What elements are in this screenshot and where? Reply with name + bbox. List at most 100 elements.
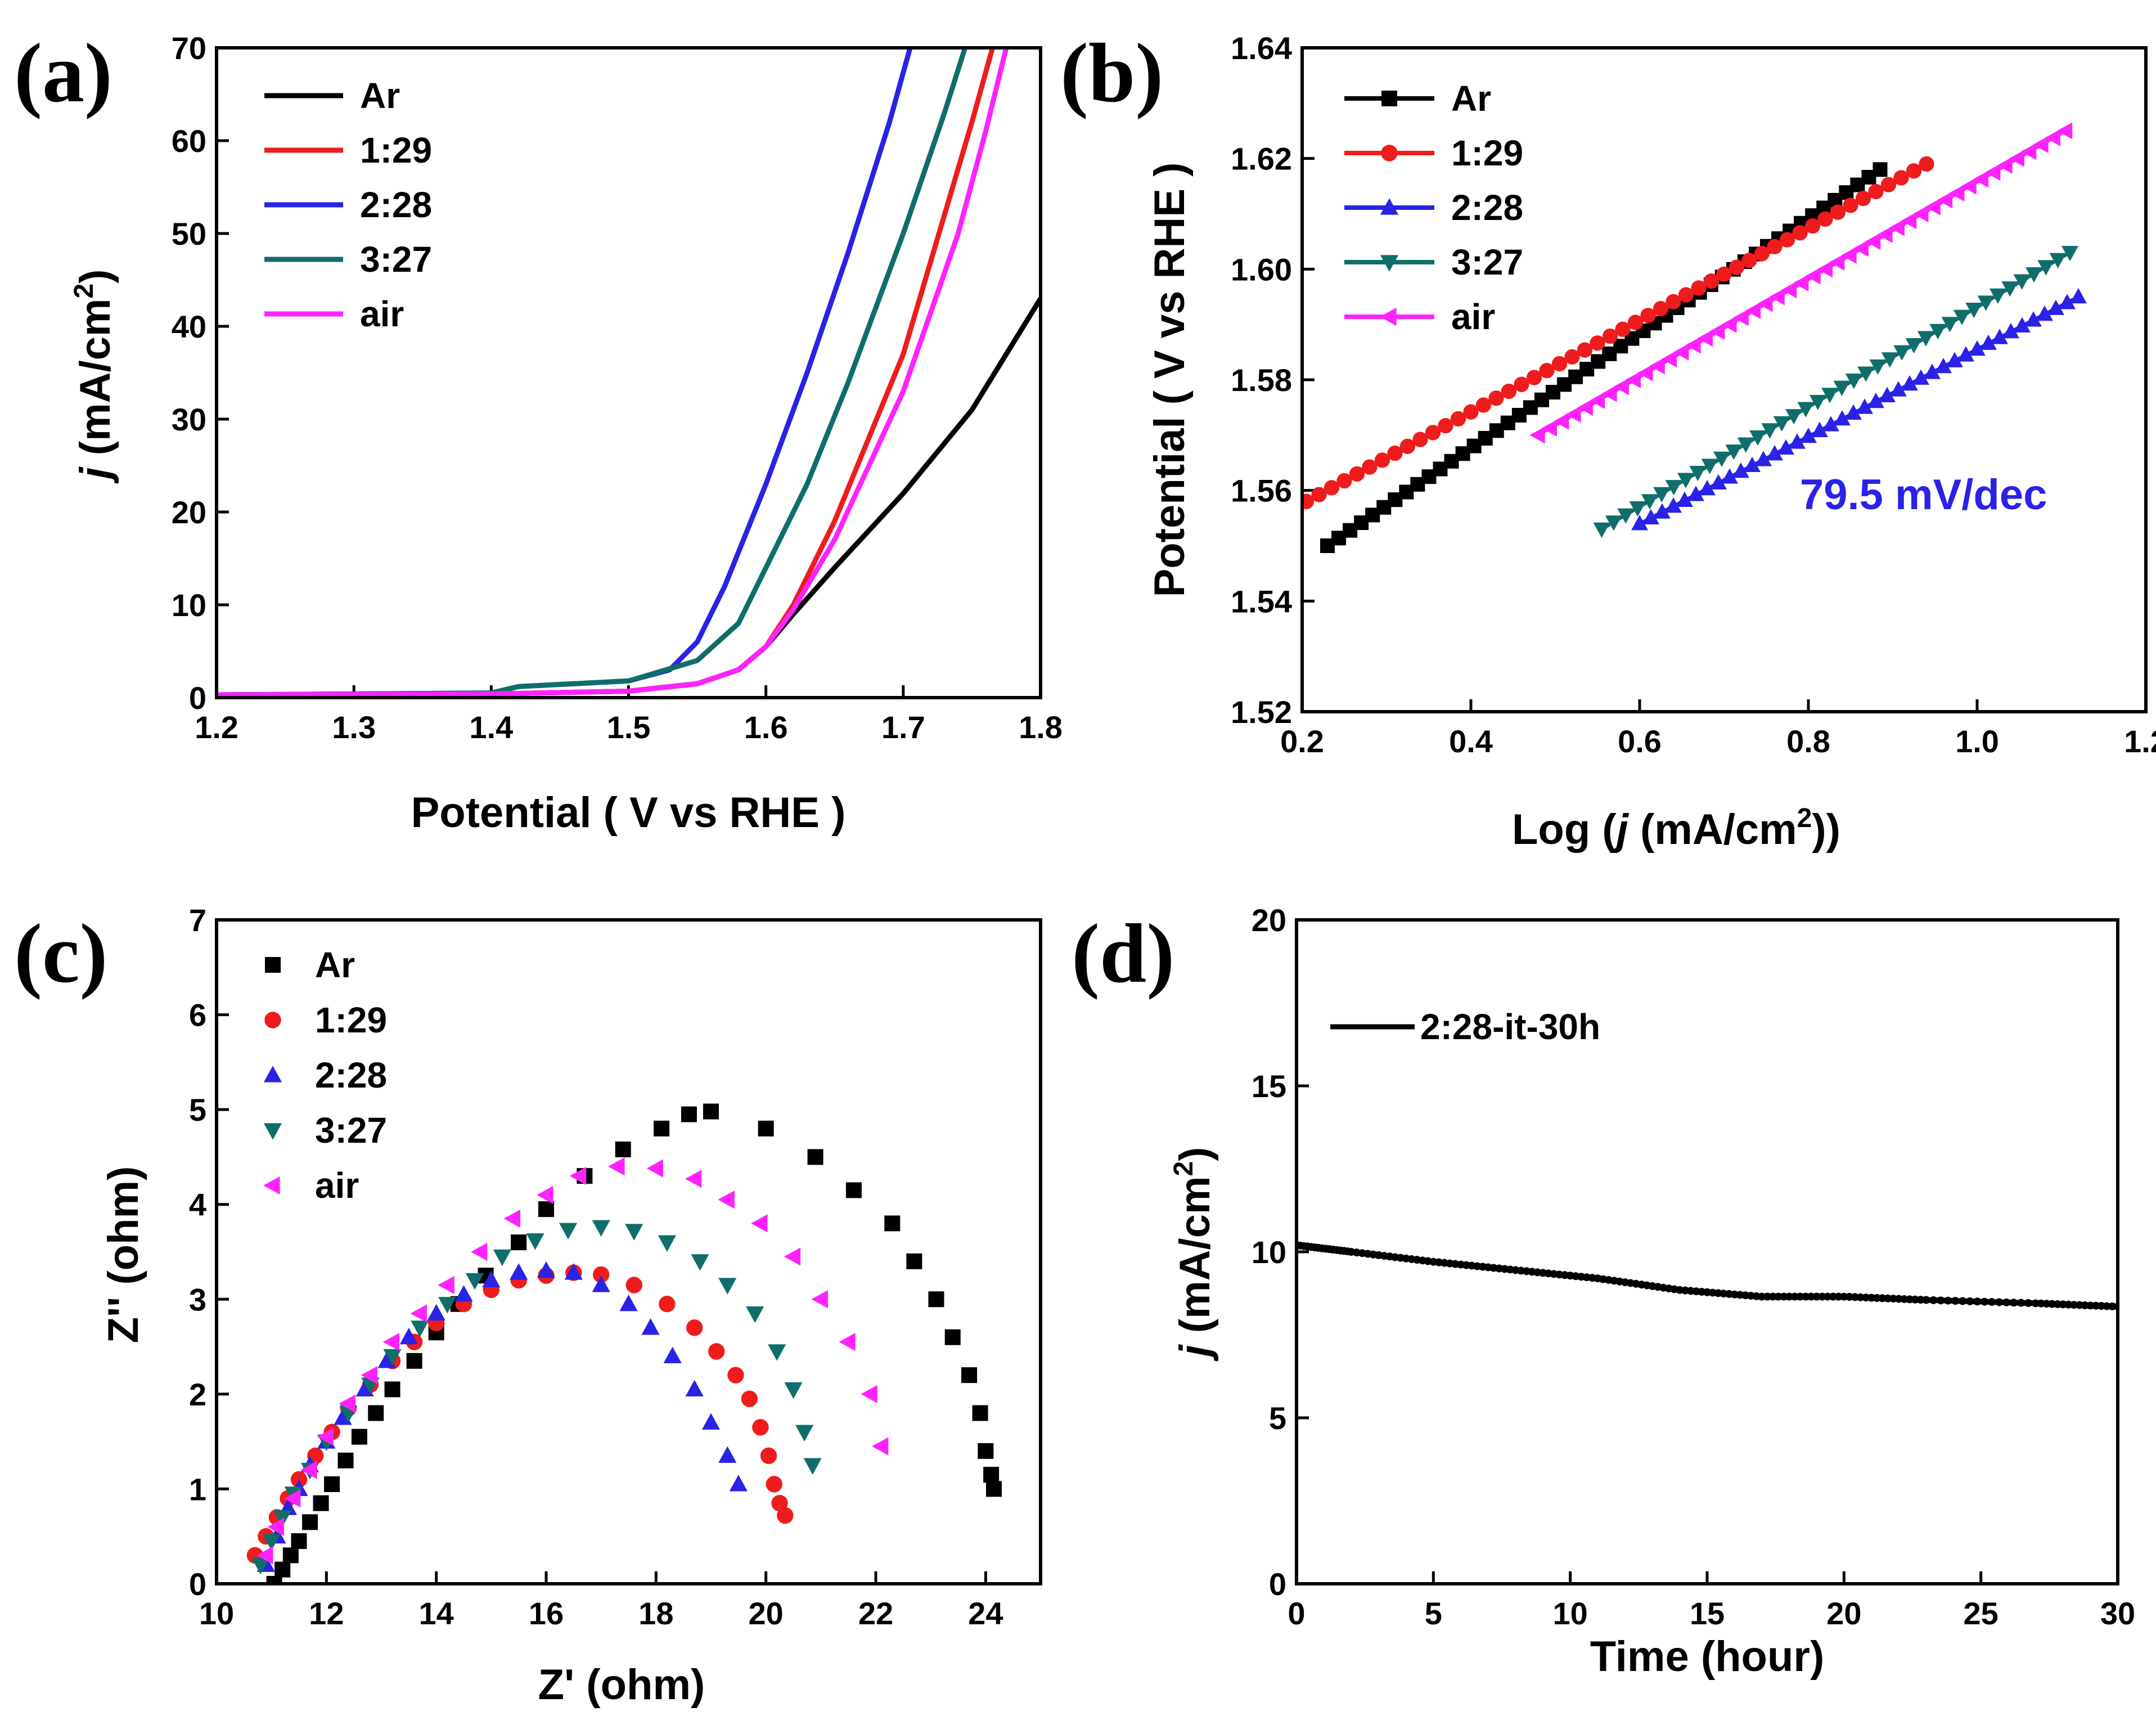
data-point-Ar [985,1481,1002,1497]
data-point-air [1577,399,1593,416]
y-tick-label: 1.62 [1231,141,1292,177]
data-point-1-29 [1324,480,1340,496]
x-tick-label: 1.0 [1955,724,1999,759]
data-point-2-28 [377,1351,396,1368]
data-point-1-29 [1539,363,1555,379]
data-point-3-27 [1953,309,1970,325]
data-point-2-28 [1901,375,1918,391]
data-point-air [361,1366,378,1385]
data-point-2-28 [1642,509,1659,525]
data-point-Ar [615,1141,631,1157]
y-tick-label: 7 [189,902,206,938]
panel-a-plot [217,48,1041,698]
data-point-2-28 [1867,392,1884,408]
data-point-1-29 [1438,418,1453,434]
data-point-2-28 [1755,451,1772,466]
data-point-2-28-it-30h [1922,1296,1930,1304]
data-point-1-29 [1590,335,1605,351]
plot-area [1302,122,2087,553]
y-tick-label: 6 [189,998,206,1033]
data-point-2-28 [592,1275,610,1292]
data-point-2-28-it-30h [1995,1298,2004,1306]
data-point-air [1997,157,2013,174]
data-point-2-28-it-30h [2024,1299,2033,1308]
y-tick-label: 40 [172,309,206,344]
x-tick-label: 1.4 [469,709,513,745]
data-point-3-27 [1941,317,1959,333]
legend-marker-Ar [265,957,281,973]
data-point-3-27 [2049,253,2067,269]
y-tick-label: 30 [172,402,206,437]
data-point-air [751,1214,768,1233]
data-point-Ar [511,1234,527,1251]
data-point-air [1793,274,1809,291]
legend-label-2-28: 2:28 [1451,187,1523,228]
data-point-3-27 [493,1249,511,1266]
data-point-air [1661,351,1677,368]
data-point-air [1565,406,1581,423]
data-point-1-29 [290,1471,308,1488]
x-tick-label: 1.3 [332,709,376,745]
data-point-3-27 [1977,295,1995,311]
legend-label-air: air [1451,297,1495,337]
data-point-3-27 [2026,267,2042,283]
data-point-3-27 [1785,409,1802,425]
data-point-air [2009,150,2024,167]
data-point-2-28-it-30h [1937,1296,1945,1305]
data-point-1-29 [760,1447,777,1465]
series-line-2-28-it-30h [1297,1242,2118,1310]
data-point-1-29 [1551,356,1568,372]
data-point-2-28-it-30h [2017,1299,2026,1307]
y-tick-label: 4 [189,1187,206,1223]
data-point-3-27 [273,1510,292,1527]
data-point-1-29 [1514,376,1529,392]
data-point-2-28 [701,1413,721,1430]
data-point-air [1637,364,1653,381]
data-point-1-29 [1374,452,1390,468]
x-tick-label: 15 [1690,1596,1725,1631]
data-point-3-27 [2037,260,2055,276]
data-point-1-29 [741,1390,758,1407]
data-point-air [283,1489,301,1508]
data-point-air [685,1170,702,1188]
panel-d-ticks: 0 5 10 15 20 25 30 0 5 10 15 20 [1252,902,2135,1631]
panel-d: (d) 0 5 10 15 20 25 30 0 5 10 15 20 2:28-it-30h Tim… [1072,902,2135,1681]
data-point-2-28 [1879,387,1896,402]
data-point-3-27 [1773,416,1790,432]
data-point-1-29 [1804,218,1821,234]
y-tick-label: 10 [172,587,206,623]
data-point-air [537,1185,553,1204]
data-point-1-29 [1564,349,1580,365]
panel-b-xlabel-end: )) [1812,806,1840,853]
data-point-3-27 [1593,522,1610,538]
data-point-2-28 [1856,398,1873,414]
data-point-2-28 [1789,433,1806,449]
data-point-2-28-it-30h [1812,1292,1821,1301]
data-point-air [410,1304,427,1323]
data-point-3-27 [526,1233,544,1250]
data-point-2-28 [1800,428,1817,443]
panel-b-xlabel-rest: (mA/cm [1628,806,1797,853]
data-point-Ar [884,1215,901,1232]
panel-d-ylabel-rest: (mA/cm [1171,1176,1219,1345]
data-point-2-28 [2025,311,2042,327]
y-tick-label: 15 [1252,1068,1286,1104]
panel-b-label: (b) [1060,26,1163,120]
data-point-1-29 [1843,197,1858,213]
data-point-3-27 [383,1349,402,1366]
data-point-3-27 [1833,380,1851,396]
panel-d-ylabel-end: ) [1171,1147,1219,1161]
data-point-1-29 [1817,211,1833,227]
data-point-2-28-it-30h [1796,1292,1804,1301]
x-tick-label: 1.2 [195,709,238,745]
data-point-air [1697,330,1713,347]
legend-marker-3-27 [263,1123,282,1140]
data-point-2-28 [641,1318,660,1335]
data-point-1-29 [1691,280,1707,296]
data-point-Ar [324,1476,340,1492]
data-point-3-27 [784,1382,803,1399]
data-point-3-27 [1641,494,1658,510]
panel-c-plot [246,1103,1002,1584]
data-point-air [1781,281,1797,299]
